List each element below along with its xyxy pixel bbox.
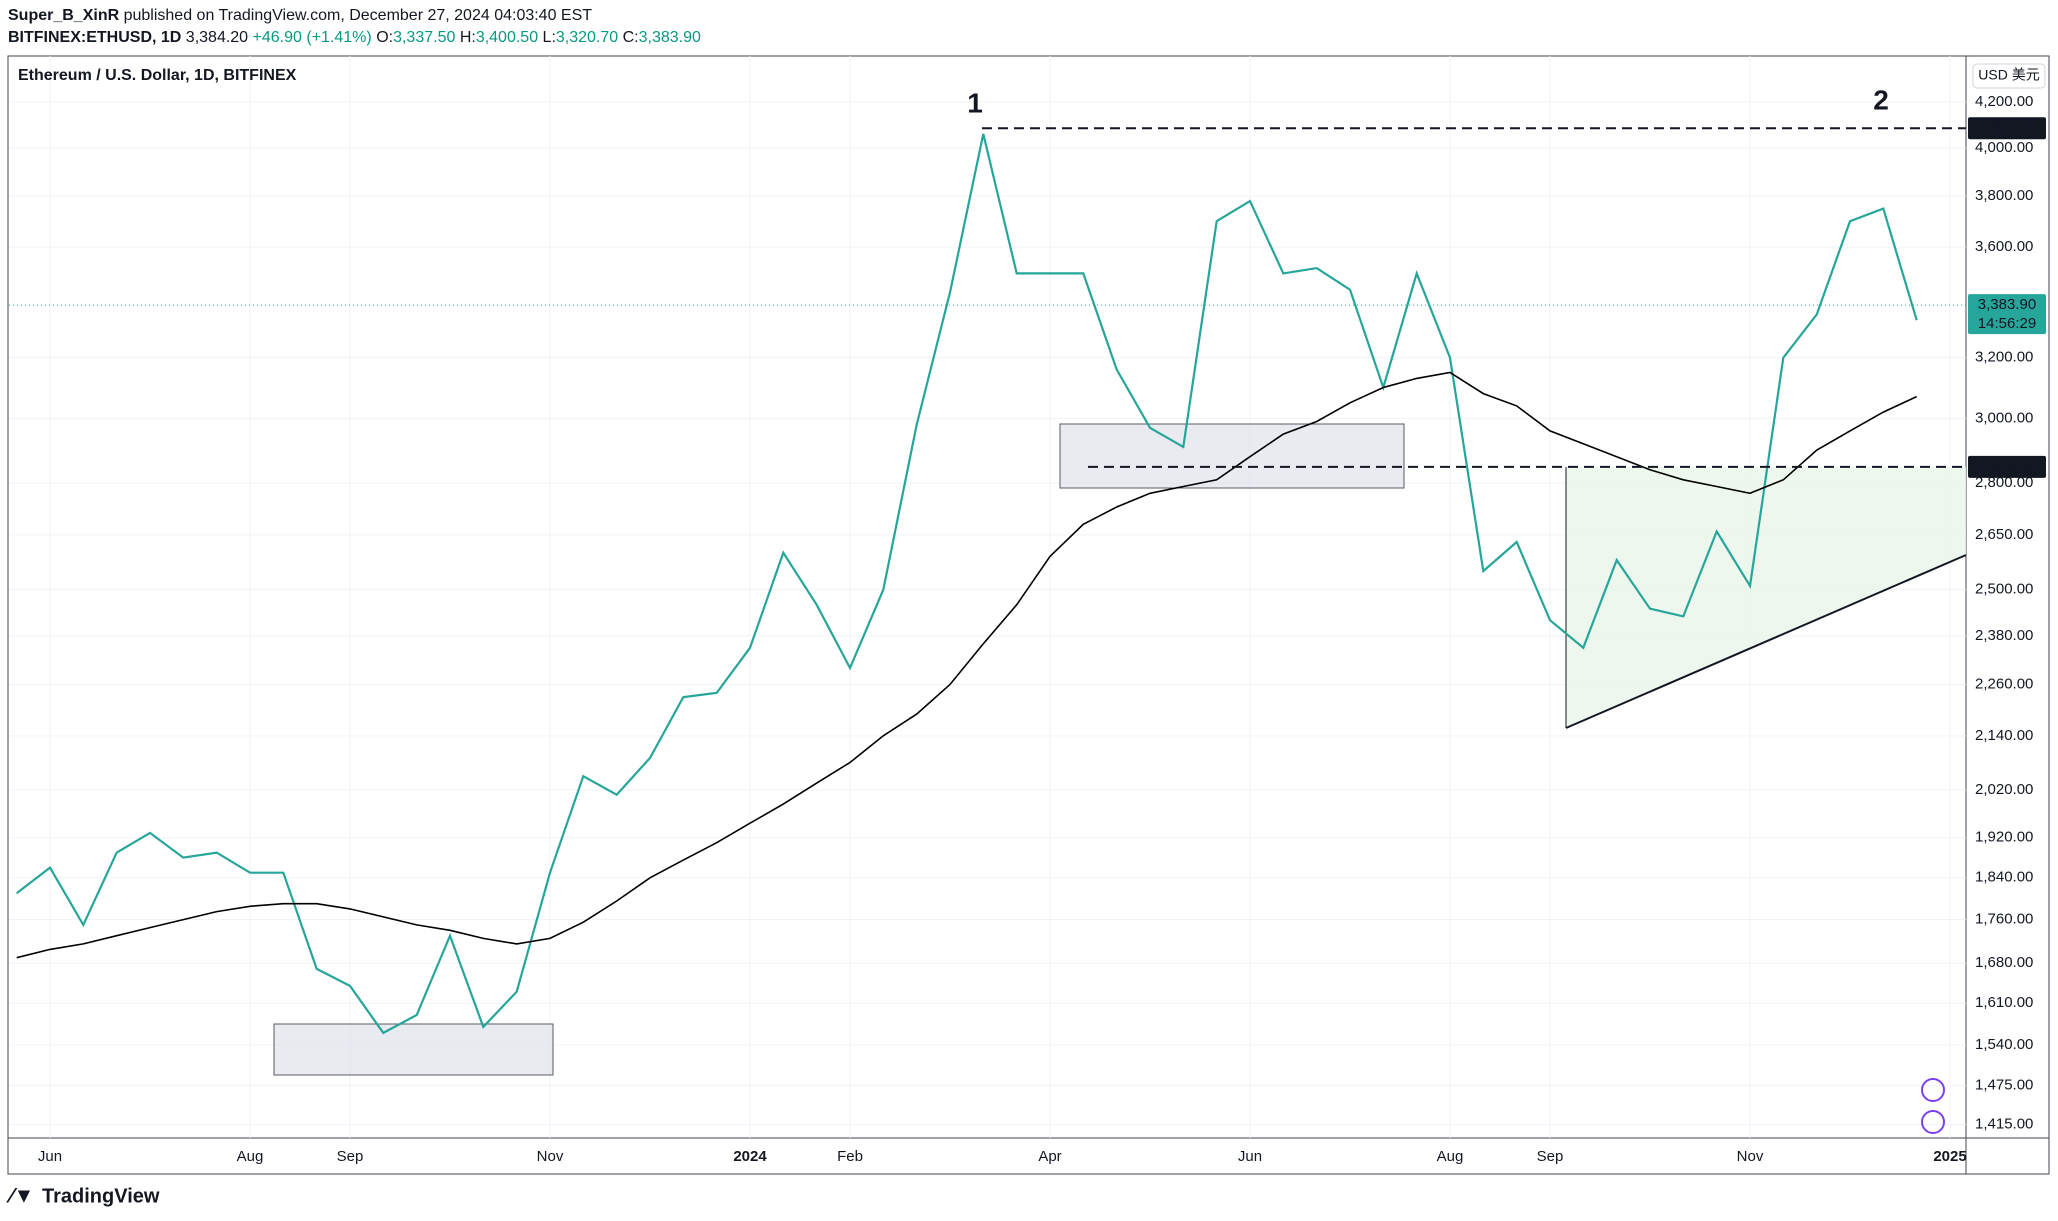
header-line: Super_B_XinR published on TradingView.co… [8, 7, 592, 24]
y-tick-label: 4,000.00 [1975, 139, 2033, 156]
x-tick-label: Aug [237, 1148, 264, 1165]
x-tick-label: Sep [337, 1148, 364, 1165]
price: 3,384.20 [186, 29, 248, 46]
level-label: 4,084.40 [1978, 119, 2036, 136]
x-tick-label: Aug [1437, 1148, 1464, 1165]
y-tick-label: 1,840.00 [1975, 869, 2033, 886]
y-tick-label: 4,200.00 [1975, 93, 2033, 110]
price-line [16, 371, 1918, 959]
x-tick-label: Sep [1537, 1148, 1564, 1165]
level-tag [1968, 455, 2046, 478]
publisher: Super_B_XinR [8, 7, 120, 24]
price-tag [1968, 294, 2046, 335]
y-tick-label: 2,380.00 [1975, 627, 2033, 644]
countdown: 14:56:29 [1978, 315, 2036, 332]
frame [7, 55, 2050, 1175]
currency-button[interactable] [1972, 63, 2046, 89]
y-tick-label: 2,650.00 [1975, 526, 2033, 543]
range-box [1059, 423, 1405, 489]
annotation: 1 [967, 87, 983, 118]
price-line [16, 133, 1918, 1035]
range-box [273, 1023, 554, 1076]
y-tick-label: 1,540.00 [1975, 1036, 2033, 1053]
x-tick-label: Nov [537, 1148, 564, 1165]
plot [9, 127, 1966, 1035]
y-tick-label: 3,800.00 [1975, 187, 2033, 204]
y-tick-label: 1,760.00 [1975, 911, 2033, 928]
x-tick-label: Apr [1038, 1148, 1061, 1165]
y-tick-label: 2,500.00 [1975, 581, 2033, 598]
x-tick-label: 2024 [733, 1148, 767, 1165]
h-value: 3,400.50 [476, 29, 538, 46]
y-tick-label: 1,610.00 [1975, 994, 2033, 1011]
h-key: H: [460, 29, 476, 46]
l-value: 3,320.70 [556, 29, 618, 46]
x-tick-label: 2025 [1933, 1148, 1966, 1165]
y-tick-label: 3,600.00 [1975, 238, 2033, 255]
y-tick-label: 2,800.00 [1975, 474, 2033, 491]
currency: USD 美元 [1978, 67, 2039, 83]
annotation: 2 [1873, 84, 1889, 115]
symbol-line: BITFINEX:ETHUSD, 1D 3,384.20 +46.90 (+1.… [8, 29, 701, 46]
o-value: 3,337.50 [393, 29, 455, 46]
y-tick-label: 2,140.00 [1975, 727, 2033, 744]
icon[interactable] [1921, 1078, 1945, 1102]
triangle-zone [1566, 467, 1966, 728]
c-key: C: [623, 29, 639, 46]
y-tick-label: 2,260.00 [1975, 676, 2033, 693]
y-tick-label: 3,000.00 [1975, 409, 2033, 426]
x-tick-label: Nov [1737, 1148, 1764, 1165]
logo-mark: ⁄▼ [6, 1185, 34, 1208]
y-tick-label: 3,200.00 [1975, 349, 2033, 366]
change: +46.90 (+1.41%) [253, 29, 372, 46]
y-tick-label: 1,415.00 [1975, 1116, 2033, 1133]
o-key: O: [376, 29, 393, 46]
icon[interactable] [1921, 1110, 1945, 1134]
l-key: L: [543, 29, 556, 46]
trend-line [1565, 554, 1967, 729]
y-tick-label: 1,475.00 [1975, 1077, 2033, 1094]
x-tick-label: Jun [38, 1148, 62, 1165]
level-label: 2,848.90 [1978, 458, 2036, 475]
x-tick-label: Feb [837, 1148, 863, 1165]
y-tick-label: 2,020.00 [1975, 781, 2033, 798]
y-tick-label: 1,680.00 [1975, 954, 2033, 971]
x-tick-label: Jun [1238, 1148, 1262, 1165]
price-label: 3,383.90 [1978, 296, 2036, 313]
y-tick-label: 1,920.00 [1975, 829, 2033, 846]
logo: TradingView [42, 1185, 160, 1207]
published: published on TradingView.com, December 2… [124, 7, 593, 24]
chart-title: Ethereum / U.S. Dollar, 1D, BITFINEX [18, 67, 297, 84]
level-tag [1968, 117, 2046, 140]
symbol: BITFINEX:ETHUSD, 1D [8, 29, 181, 46]
c-value: 3,383.90 [639, 29, 701, 46]
